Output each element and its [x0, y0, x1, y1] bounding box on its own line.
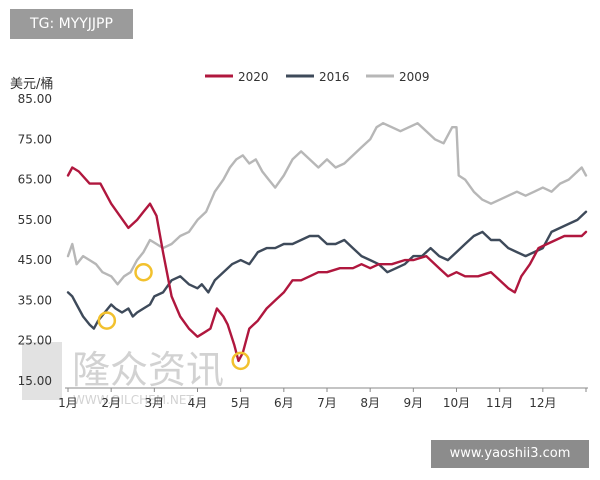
- y-tick-label: 15.00: [18, 374, 52, 388]
- watermark-logo: [22, 342, 62, 400]
- annotation-circle: [134, 262, 153, 282]
- x-tick-label: 3月: [145, 396, 165, 410]
- x-tick-label: 4月: [188, 396, 208, 410]
- watermark-subtext: WWW.OILCHEM.NET: [73, 393, 194, 407]
- legend-label-2009: 2009: [399, 70, 430, 84]
- annotation-circle: [231, 351, 250, 371]
- x-axis: 1月 2月 3月 4月 5月 6月 7月 8月 9月 10月 11月 12月: [58, 388, 587, 410]
- x-tick-label: 11月: [486, 396, 513, 410]
- x-tick-label: 10月: [443, 396, 470, 410]
- y-tick-label: 25.00: [18, 334, 52, 348]
- y-axis: 85.00 75.00 65.00 55.00 45.00 35.00 25.00 15.00: [18, 92, 52, 388]
- annotations: [97, 262, 250, 371]
- y-tick-label: 55.00: [18, 213, 52, 227]
- series-line-2020: [66, 166, 588, 363]
- top-left-label: TG: MYYJJPP: [10, 9, 133, 39]
- bottom-right-url-label[interactable]: www.yaoshii3.com: [431, 440, 589, 468]
- x-tick-label: 5月: [231, 396, 251, 410]
- x-tick-label: 6月: [274, 396, 294, 410]
- y-tick-label: 65.00: [18, 173, 52, 187]
- legend-label-2016: 2016: [319, 70, 350, 84]
- legend-label-2020: 2020: [238, 70, 269, 84]
- watermark-text: 隆众资讯: [72, 348, 224, 392]
- watermark: 隆众资讯 WWW.OILCHEM.NET: [22, 342, 224, 407]
- y-axis-unit-label: 美元/桶: [10, 77, 53, 92]
- y-tick-label: 75.00: [18, 132, 52, 146]
- x-tick-label: 1月: [58, 396, 78, 410]
- y-tick-label: 45.00: [18, 253, 52, 267]
- annotation-circle: [97, 311, 117, 330]
- y-tick-label: 35.00: [18, 293, 52, 307]
- chart-legend: 2020 2016 2009: [205, 70, 430, 84]
- x-tick-label: 2月: [101, 396, 121, 410]
- series-line-2016: [66, 210, 588, 330]
- x-tick-label: 12月: [529, 396, 556, 410]
- series-line-2009: [66, 122, 588, 286]
- series-lines: [66, 122, 588, 363]
- y-tick-label: 85.00: [18, 92, 52, 106]
- x-tick-label: 8月: [360, 396, 380, 410]
- x-tick-label: 7月: [317, 396, 337, 410]
- x-tick-label: 9月: [404, 396, 424, 410]
